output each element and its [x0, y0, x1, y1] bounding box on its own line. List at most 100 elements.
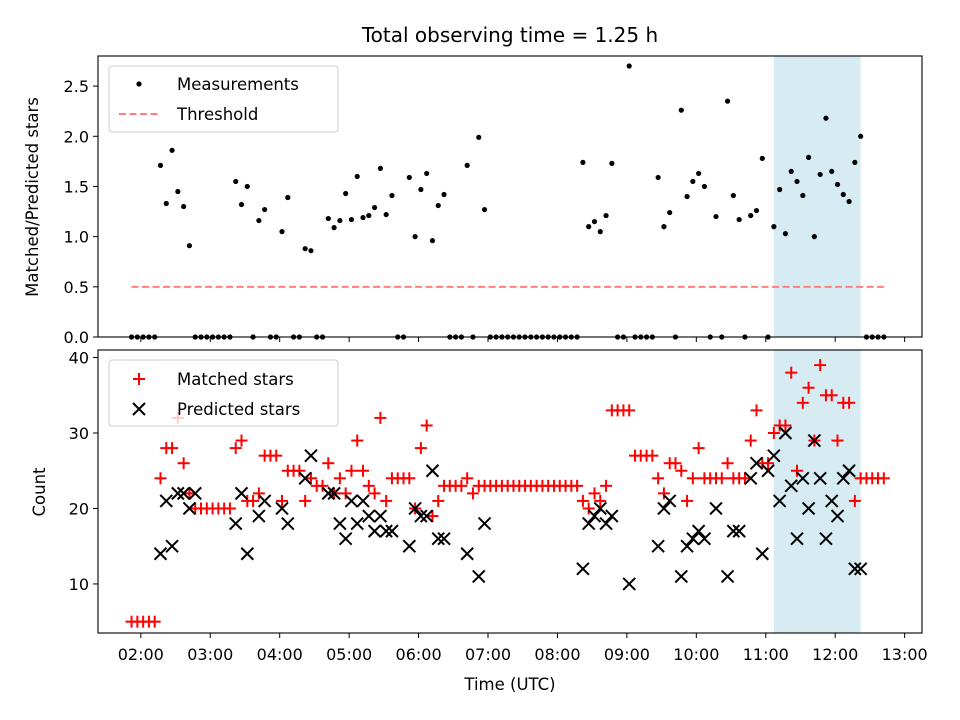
- predicted-star-point: [749, 456, 764, 470]
- matched-star-point: [692, 442, 705, 455]
- predicted-star-point: [807, 433, 822, 448]
- matched-star-point: [166, 442, 179, 455]
- shaded-band: [773, 56, 861, 337]
- matched-star-point: [814, 359, 827, 372]
- measurement-point: [586, 224, 592, 230]
- x-tick-label: 10:00: [673, 645, 719, 664]
- matched-star-point: [322, 457, 335, 470]
- shaded-band: [773, 350, 861, 633]
- predicted-star-point: [622, 577, 636, 591]
- measurement-point: [591, 218, 598, 225]
- matched-star-point: [779, 419, 792, 432]
- predicted-star-point: [367, 524, 382, 538]
- measurement-point: [337, 217, 343, 224]
- bottom-legend-box: [108, 359, 339, 427]
- measurement-point: [163, 200, 169, 207]
- predicted-star-point: [697, 531, 712, 546]
- y-tick-label: 1.5: [64, 177, 89, 196]
- predicted-star-point: [460, 547, 474, 561]
- predicted-star-point: [755, 547, 769, 561]
- matched-star-point: [333, 472, 346, 485]
- predicted-star-point: [576, 562, 590, 576]
- matched-star-point: [304, 472, 317, 485]
- matched-star-point: [293, 464, 306, 477]
- measurement-point: [244, 183, 250, 190]
- matched-star-point: [600, 479, 613, 492]
- matched-star-point: [675, 464, 688, 477]
- measurement-point: [343, 190, 349, 197]
- measurement-point: [441, 191, 447, 198]
- measurement-point: [794, 178, 800, 185]
- matched-star-point: [461, 472, 474, 485]
- measurement-point: [701, 183, 708, 190]
- y-tick-label: 1.0: [64, 228, 89, 247]
- predicted-star-point: [836, 471, 851, 486]
- predicted-star-point: [414, 509, 428, 523]
- matched-star-point: [455, 479, 468, 492]
- predicted-star-point: [356, 494, 370, 508]
- matched-star-point: [351, 434, 364, 447]
- matched-star-point: [762, 457, 775, 470]
- measurement-point: [580, 159, 586, 165]
- matched-star-point: [247, 494, 260, 507]
- measurement-point: [366, 212, 372, 219]
- x-tick-label: 02:00: [118, 645, 164, 664]
- measurement-point: [325, 215, 331, 222]
- x-axis-label: Time (UTC): [463, 675, 555, 694]
- predicted-star-point: [720, 569, 735, 584]
- measurement-point: [759, 155, 765, 161]
- matched-star-point: [299, 494, 312, 507]
- matched-star-point: [576, 494, 589, 507]
- x-tick-label: 13:00: [882, 645, 928, 664]
- matched-star-point: [785, 366, 798, 379]
- matched-star-point: [652, 472, 665, 485]
- predicted-star-point: [188, 486, 202, 501]
- matched-star-point: [154, 472, 167, 485]
- matched-star-point: [362, 479, 375, 492]
- predicted-star-point: [605, 509, 619, 523]
- predicted-star-point: [663, 494, 677, 508]
- y-tick-label: 0.0: [64, 328, 89, 347]
- matched-star-point: [345, 464, 358, 477]
- measurement-point: [753, 207, 760, 214]
- matched-star-point: [802, 381, 815, 394]
- measurement-point: [846, 198, 852, 205]
- predicted-star-point: [778, 426, 793, 440]
- measurement-point: [690, 178, 696, 185]
- matched-star-point: [252, 487, 265, 500]
- bottom-shaded-interval: [773, 350, 861, 633]
- matched-star-point: [380, 494, 393, 507]
- measurement-point: [661, 224, 667, 230]
- matched-star-point: [831, 434, 844, 447]
- predicted-star-point: [257, 494, 272, 508]
- predicted-star-point: [373, 509, 388, 523]
- matched-star-point: [357, 464, 370, 477]
- predicted-star-point: [234, 486, 249, 501]
- matched-star-point: [796, 396, 809, 409]
- matched-star-point: [183, 487, 196, 500]
- measurement-point: [181, 203, 187, 210]
- measurement-point: [713, 213, 719, 220]
- matched-star-point: [877, 472, 890, 485]
- predicted-star-point: [252, 509, 266, 523]
- predicted-star-point: [176, 486, 191, 501]
- predicted-star-point: [437, 531, 451, 546]
- y-tick-label: 40: [69, 349, 89, 368]
- predicted-star-point: [379, 524, 393, 538]
- matched-star-point: [843, 396, 856, 409]
- matched-star-point: [791, 464, 804, 477]
- matched-star-point: [681, 494, 694, 507]
- matched-star-point: [316, 479, 329, 492]
- predicted-star-point: [761, 464, 775, 478]
- measurement-point: [777, 186, 783, 193]
- predicted-star-point: [298, 471, 312, 486]
- measurement-point: [829, 168, 835, 175]
- measurement-point: [308, 248, 314, 254]
- matched-star-point: [414, 442, 427, 455]
- measurement-point: [748, 212, 754, 219]
- measurement-point: [800, 192, 806, 199]
- x-tick-label: 12:00: [812, 645, 858, 664]
- measurement-point: [730, 192, 736, 199]
- predicted-star-point: [182, 501, 197, 516]
- measurement-point: [279, 229, 285, 235]
